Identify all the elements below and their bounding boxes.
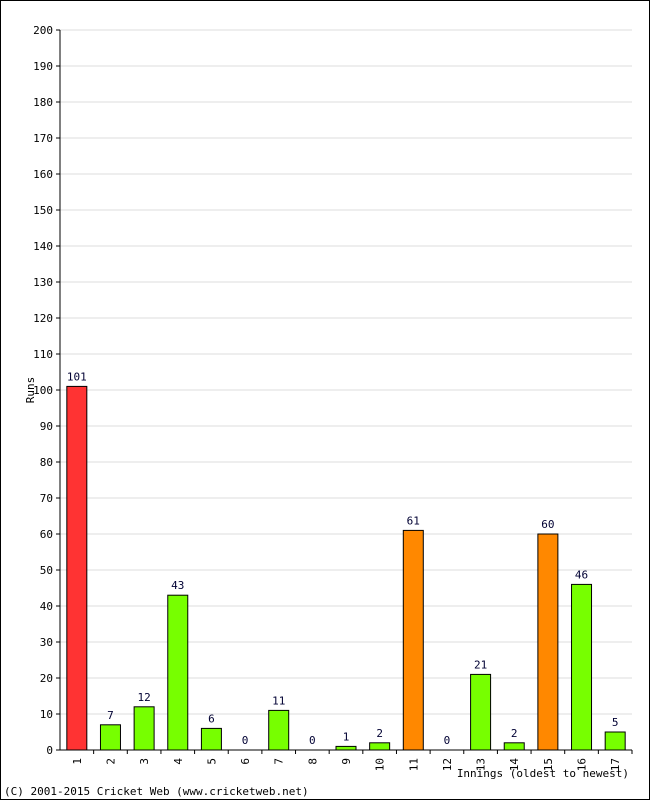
y-tick-label: 20 <box>40 672 53 685</box>
y-tick-label: 100 <box>33 384 53 397</box>
x-axis-ticks: 1 2 3 4 5 6 7 8 9 10 11 12 13 14 15 16 17 <box>71 750 633 772</box>
y-tick-label: 80 <box>40 456 53 469</box>
bar-value-label: 1 <box>343 730 350 743</box>
bar <box>99 724 121 751</box>
y-tick-label: 60 <box>40 528 53 541</box>
y-tick-label: 120 <box>33 312 53 325</box>
y-tick-label: 10 <box>40 708 53 721</box>
bar <box>268 709 290 751</box>
y-tick-label: 110 <box>33 348 53 361</box>
x-tick-label: 14 <box>508 758 521 772</box>
bar <box>571 583 593 751</box>
y-tick-label: 200 <box>33 24 53 37</box>
x-tick-label: 6 <box>239 758 252 765</box>
x-tick-label: 17 <box>609 758 622 771</box>
x-tick-label: 16 <box>576 758 589 771</box>
copyright-footer: (C) 2001-2015 Cricket Web (www.cricketwe… <box>4 785 309 798</box>
y-tick-label: 160 <box>33 168 53 181</box>
bar <box>402 529 424 751</box>
x-axis-title: Innings (oldest to newest) <box>457 767 629 780</box>
bars <box>66 385 626 751</box>
bar <box>537 533 559 751</box>
x-tick-label: 7 <box>273 758 286 765</box>
bar-value-label: 61 <box>407 514 420 527</box>
bar-value-label: 12 <box>137 691 150 704</box>
bar <box>604 731 626 751</box>
bar <box>200 727 222 751</box>
x-tick-label: 15 <box>542 758 555 771</box>
bar-value-label: 7 <box>107 709 114 722</box>
x-tick-label: 8 <box>306 758 319 765</box>
x-tick-label: 3 <box>138 758 151 765</box>
bar <box>335 745 357 751</box>
y-tick-label: 190 <box>33 60 53 73</box>
y-tick-label: 0 <box>46 744 53 757</box>
bar-value-label: 46 <box>575 568 588 581</box>
y-tick-label: 140 <box>33 240 53 253</box>
y-tick-label: 150 <box>33 204 53 217</box>
x-tick-label: 11 <box>407 758 420 771</box>
x-tick-label: 9 <box>340 758 353 765</box>
x-tick-label: 2 <box>104 758 117 765</box>
bar <box>133 706 155 751</box>
x-tick-label: 13 <box>475 758 488 771</box>
y-tick-label: 180 <box>33 96 53 109</box>
x-tick-label: 4 <box>172 758 185 765</box>
bar-value-label: 0 <box>309 734 316 747</box>
y-tick-label: 30 <box>40 636 53 649</box>
y-tick-label: 50 <box>40 564 53 577</box>
bar-value-label: 11 <box>272 694 285 707</box>
bar-value-label: 5 <box>612 716 619 729</box>
bar <box>167 594 189 751</box>
gridlines <box>60 29 632 715</box>
bar-value-label: 101 <box>67 370 87 383</box>
bar-value-label: 2 <box>511 727 518 740</box>
y-tick-label: 130 <box>33 276 53 289</box>
x-tick-label: 1 <box>71 758 84 765</box>
bar-value-label: 2 <box>376 727 383 740</box>
bar <box>503 742 525 751</box>
bar-value-label: 21 <box>474 658 487 671</box>
bar-value-label: 0 <box>444 734 451 747</box>
y-axis-ticks: 0 10 20 30 40 50 60 70 80 90 100 110 120 130 140 150 160… <box>33 24 60 757</box>
bar <box>470 673 492 751</box>
bar-value-label: 43 <box>171 579 184 592</box>
y-tick-label: 90 <box>40 420 53 433</box>
y-tick-label: 170 <box>33 132 53 145</box>
x-tick-label: 10 <box>374 758 387 771</box>
bar-value-label: 0 <box>242 734 249 747</box>
y-tick-label: 70 <box>40 492 53 505</box>
bar-value-label: 60 <box>541 518 554 531</box>
x-tick-label: 5 <box>205 758 218 765</box>
x-tick-label: 12 <box>441 758 454 771</box>
bar <box>369 742 391 751</box>
bar <box>66 385 88 751</box>
bar-value-label: 6 <box>208 712 215 725</box>
y-tick-label: 40 <box>40 600 53 613</box>
y-axis-title: Runs <box>24 377 37 404</box>
